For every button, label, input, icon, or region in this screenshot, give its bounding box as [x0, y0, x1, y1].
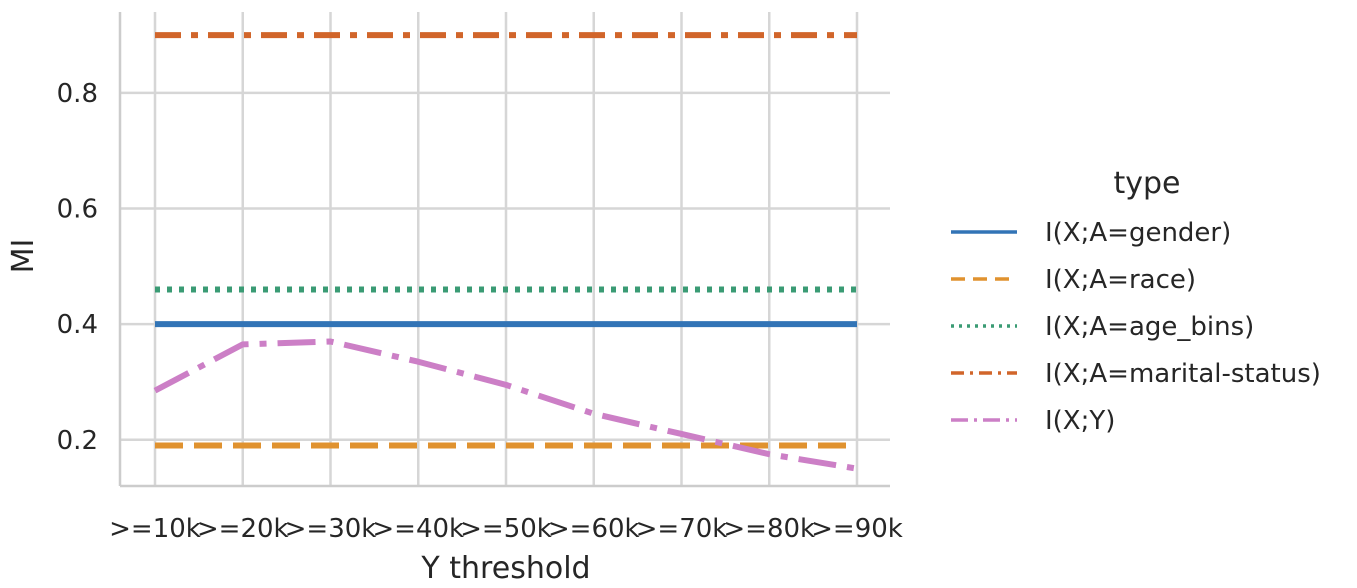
- series-lines: [153, 32, 858, 472]
- x-axis-title: Y threshold: [420, 551, 590, 586]
- legend: type I(X;A=gender) I(X;A=race) I(X;A=age_b…: [951, 166, 1321, 436]
- x-tick-label: >=50k: [460, 514, 552, 544]
- tick-labels: >=10k>=20k>=30k>=40k>=50k>=60k>=70k>=80k…: [57, 79, 903, 544]
- x-tick-label: >=60k: [548, 514, 640, 544]
- grid: [120, 12, 890, 486]
- y-tick-label: 0.2: [57, 426, 98, 456]
- x-tick-label: >=40k: [372, 514, 464, 544]
- axes: [118, 12, 890, 488]
- y-tick-label: 0.4: [57, 310, 98, 340]
- y-tick-label: 0.8: [57, 79, 98, 109]
- legend-label: I(X;A=race): [1045, 265, 1196, 295]
- y-tick-label: 0.6: [57, 195, 98, 225]
- x-tick-label: >=20k: [197, 514, 289, 544]
- legend-label: I(X;Y): [1045, 406, 1115, 436]
- legend-label: I(X;A=gender): [1045, 218, 1231, 248]
- x-tick-label: >=30k: [285, 514, 377, 544]
- x-tick-label: >=90k: [811, 514, 903, 544]
- x-tick-label: >=80k: [723, 514, 815, 544]
- legend-label: I(X;A=age_bins): [1045, 312, 1254, 342]
- legend-label: I(X;A=marital-status): [1045, 359, 1321, 389]
- series-line: [153, 338, 858, 472]
- y-axis-title: MI: [6, 239, 41, 274]
- legend-title: type: [1113, 166, 1180, 201]
- x-tick-label: >=70k: [636, 514, 728, 544]
- x-tick-label: >=10k: [109, 514, 201, 544]
